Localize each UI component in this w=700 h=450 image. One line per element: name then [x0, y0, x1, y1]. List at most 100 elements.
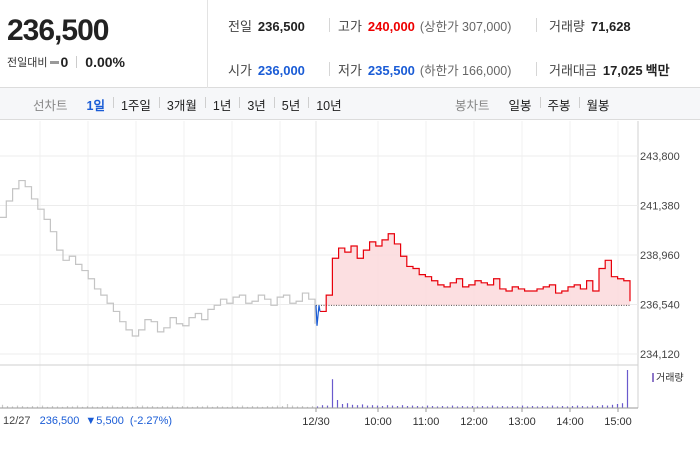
stat-open: 시가 236,000 [228, 60, 305, 79]
tab-monthly-candle[interactable]: 월봉 [578, 95, 618, 114]
candle-chart-title: 봉차트 [455, 98, 490, 113]
tab-10year[interactable]: 10년 [308, 95, 349, 114]
volume-bar [116, 406, 119, 408]
y-tick-label: 238,960 [640, 250, 680, 262]
volume-bar [216, 406, 219, 408]
volume-bar [306, 406, 309, 408]
volume-bar [441, 406, 444, 408]
volume-bar [251, 406, 254, 408]
divider [329, 62, 330, 76]
volume-bar [316, 406, 319, 408]
volume-bar [491, 405, 494, 408]
volume-bar [426, 405, 429, 408]
volume-bar [336, 400, 339, 408]
volume-bar [321, 405, 324, 408]
volume-bar [21, 406, 24, 408]
x-tick-label: 10:00 [364, 416, 392, 428]
volume-bar [596, 406, 599, 408]
prev-day-close: 236,500 [40, 415, 80, 427]
price-box: 236,500 전일대비 0 0.00% [0, 0, 208, 88]
volume-bar [341, 404, 344, 408]
volume-bar [221, 406, 224, 408]
volume-bar [521, 405, 524, 408]
volume-bar [71, 406, 74, 408]
stat-low: 저가 235,500 (하한가 166,000) [338, 60, 511, 79]
tab-1week[interactable]: 1주일 [112, 95, 159, 114]
stat-high: 고가 240,000 (상한가 307,000) [338, 16, 511, 35]
volume-bar [581, 406, 584, 408]
volume-bar [436, 406, 439, 408]
high-value: 240,000 [367, 19, 415, 34]
tab-3month[interactable]: 3개월 [158, 95, 205, 114]
volume-bar [531, 406, 534, 408]
volume-bar [81, 406, 84, 408]
volume-bar [526, 406, 529, 408]
prev-close-value: 236,500 [257, 19, 305, 34]
y-tick-label: 243,800 [640, 151, 680, 163]
tab-3year[interactable]: 3년 [239, 95, 273, 114]
volume-bar [471, 406, 474, 408]
tab-daily-candle[interactable]: 일봉 [508, 98, 532, 113]
divider [536, 62, 537, 76]
volume-bar [371, 405, 374, 408]
volume-bar [201, 406, 204, 408]
volume-bar [151, 406, 154, 408]
prev-day-label: 12/27 [3, 415, 31, 427]
volume-bar [576, 405, 579, 408]
volume-bar [591, 405, 594, 408]
change-rate: 0.00% [85, 54, 125, 70]
volume-bar [171, 405, 174, 408]
volume-bar [561, 406, 564, 408]
volume-bar [76, 405, 79, 408]
volume-bar [181, 406, 184, 408]
volume-bar [296, 406, 299, 408]
volume-bar [156, 406, 159, 408]
high-label: 고가 [338, 19, 362, 34]
tab-5year[interactable]: 5년 [273, 95, 308, 114]
volume-bar [356, 405, 359, 408]
volume-bar [411, 405, 414, 408]
change-value: 0 [60, 54, 69, 70]
volume-bar [311, 406, 314, 408]
x-tick-label: 14:00 [556, 416, 584, 428]
tab-1day[interactable]: 1일 [86, 98, 105, 113]
volume-bar [446, 406, 449, 408]
series-12-27-line [0, 179, 316, 337]
volume-bar [86, 406, 89, 408]
volume-bar [381, 406, 384, 408]
price-chart[interactable]: 243,800 241,380 238,960 236,540 234,120 거래량 … [0, 121, 700, 450]
volume-bar [41, 405, 44, 408]
volume-bar [66, 406, 69, 408]
volume-bar [416, 406, 419, 408]
x-axis-labels: 12/30 10:00 11:00 12:00 13:00 14:00 15:00 [302, 408, 632, 428]
y-tick-label: 236,540 [640, 300, 680, 312]
tab-weekly-candle[interactable]: 주봉 [539, 95, 579, 114]
volume-bar [91, 406, 94, 408]
volume-bar [266, 406, 269, 408]
volume-bar [401, 405, 404, 408]
stock-summary: 236,500 전일대비 0 0.00% 전일 236,500 고가 240,0… [0, 0, 700, 88]
volume-bar [546, 406, 549, 408]
volume-bar [481, 406, 484, 408]
x-tick-label: 12:00 [460, 416, 488, 428]
volume-bar [231, 406, 234, 408]
volume-bar [541, 406, 544, 408]
volume-bar [571, 406, 574, 408]
candle-chart-tabs: 봉차트 일봉 주봉 월봉 [455, 88, 618, 120]
volume-bar [6, 406, 9, 408]
volume-bar [246, 406, 249, 408]
volume-bar [606, 405, 609, 408]
volume-bar [211, 406, 214, 408]
flat-icon [50, 60, 60, 64]
current-price: 236,500 [7, 14, 109, 47]
x-tick-label: 13:00 [508, 416, 536, 428]
volume-bar [451, 405, 454, 408]
volume-bar [516, 406, 519, 408]
volume-bar [11, 406, 14, 408]
volume-bar [61, 406, 64, 408]
volume-bar [351, 404, 354, 408]
volume-bar [51, 406, 54, 408]
volume-bar [286, 404, 289, 408]
tab-1year[interactable]: 1년 [204, 95, 239, 114]
